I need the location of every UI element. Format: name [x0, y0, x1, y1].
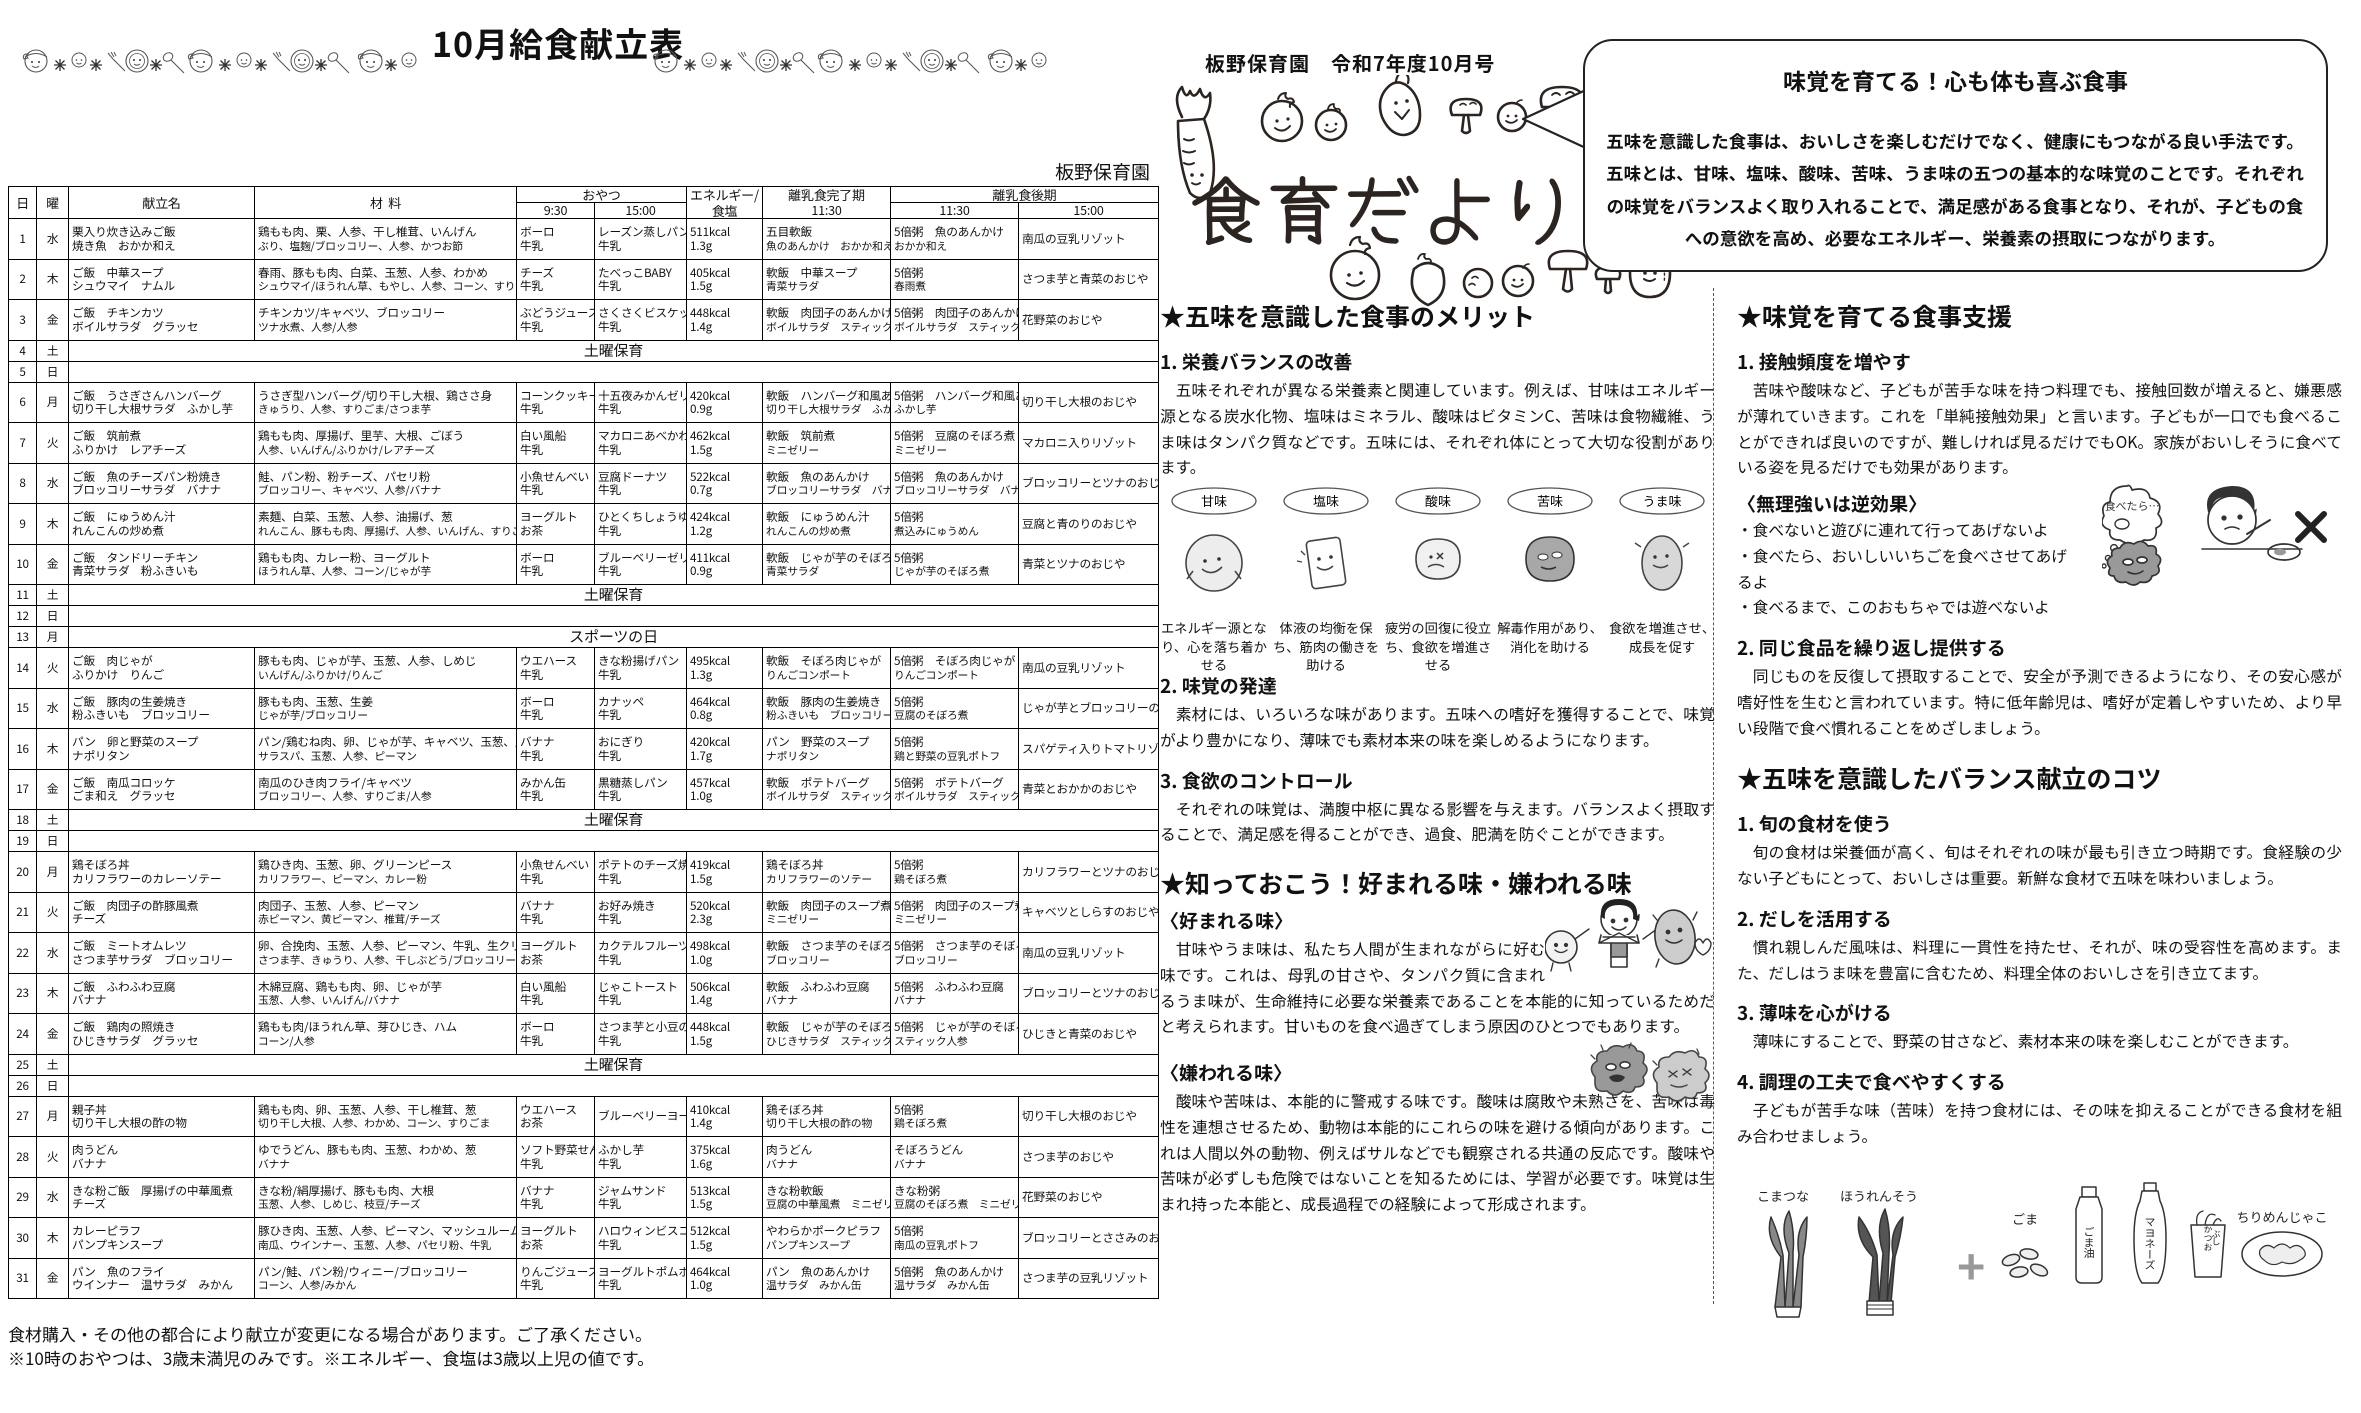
- svg-text:塩味: 塩味: [1313, 491, 1339, 510]
- svg-text:こまつな: こまつな: [1757, 1186, 1809, 1205]
- svg-text:ごま油: ごま油: [2081, 1225, 2097, 1259]
- svg-text:マヨネーズ: マヨネーズ: [2142, 1215, 2158, 1270]
- svg-text:うま味: うま味: [1642, 491, 1681, 510]
- svg-text:+: +: [1957, 1229, 1985, 1299]
- svg-text:ちりめんじゃこ: ちりめんじゃこ: [2236, 1207, 2327, 1226]
- svg-text:甘味: 甘味: [1201, 491, 1227, 510]
- svg-text:苦味: 苦味: [1537, 491, 1563, 510]
- svg-text:ぶし: ぶし: [2210, 1228, 2223, 1246]
- svg-text:酸味: 酸味: [1425, 491, 1451, 510]
- svg-text:ごま: ごま: [2012, 1209, 2038, 1228]
- svg-text:食べたら…: 食べたら…: [2105, 498, 2160, 514]
- svg-text:ほうれんそう: ほうれんそう: [1840, 1186, 1918, 1205]
